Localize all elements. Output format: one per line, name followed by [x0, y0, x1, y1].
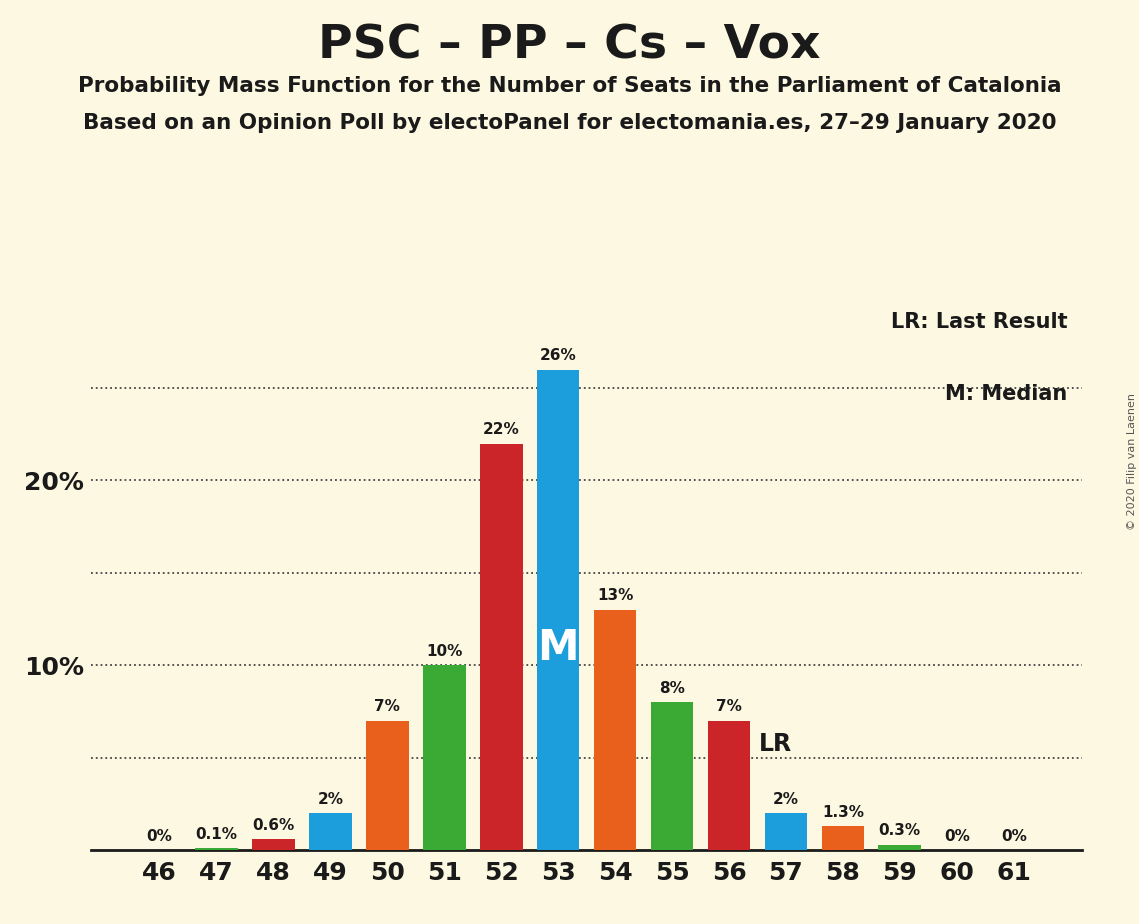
Text: M: M: [538, 627, 579, 669]
Text: LR: LR: [759, 732, 792, 756]
Text: 1.3%: 1.3%: [822, 805, 863, 820]
Bar: [593, 610, 637, 850]
Bar: [821, 826, 865, 850]
Bar: [252, 839, 295, 850]
Bar: [878, 845, 921, 850]
Bar: [764, 813, 808, 850]
Bar: [366, 721, 409, 850]
Text: © 2020 Filip van Laenen: © 2020 Filip van Laenen: [1126, 394, 1137, 530]
Text: 0%: 0%: [944, 829, 969, 844]
Text: 0%: 0%: [147, 829, 172, 844]
Text: 22%: 22%: [483, 422, 519, 437]
Text: M: Median: M: Median: [945, 384, 1067, 405]
Text: 0%: 0%: [1001, 829, 1026, 844]
Text: 0.1%: 0.1%: [196, 827, 237, 842]
Text: 2%: 2%: [773, 792, 798, 807]
Text: 13%: 13%: [597, 589, 633, 603]
Text: 7%: 7%: [716, 699, 741, 714]
Text: Based on an Opinion Poll by electoPanel for electomania.es, 27–29 January 2020: Based on an Opinion Poll by electoPanel …: [83, 113, 1056, 133]
Text: PSC – PP – Cs – Vox: PSC – PP – Cs – Vox: [318, 23, 821, 68]
Text: 2%: 2%: [318, 792, 343, 807]
Bar: [423, 665, 466, 850]
Text: 8%: 8%: [659, 681, 685, 696]
Bar: [480, 444, 523, 850]
Text: LR: Last Result: LR: Last Result: [891, 312, 1067, 333]
Bar: [195, 848, 238, 850]
Bar: [309, 813, 352, 850]
Text: 7%: 7%: [375, 699, 400, 714]
Text: 0.3%: 0.3%: [879, 823, 920, 838]
Text: 10%: 10%: [426, 644, 462, 659]
Bar: [536, 370, 580, 850]
Text: Probability Mass Function for the Number of Seats in the Parliament of Catalonia: Probability Mass Function for the Number…: [77, 76, 1062, 96]
Text: 0.6%: 0.6%: [252, 818, 295, 833]
Bar: [650, 702, 694, 850]
Bar: [707, 721, 751, 850]
Text: 26%: 26%: [540, 348, 576, 363]
